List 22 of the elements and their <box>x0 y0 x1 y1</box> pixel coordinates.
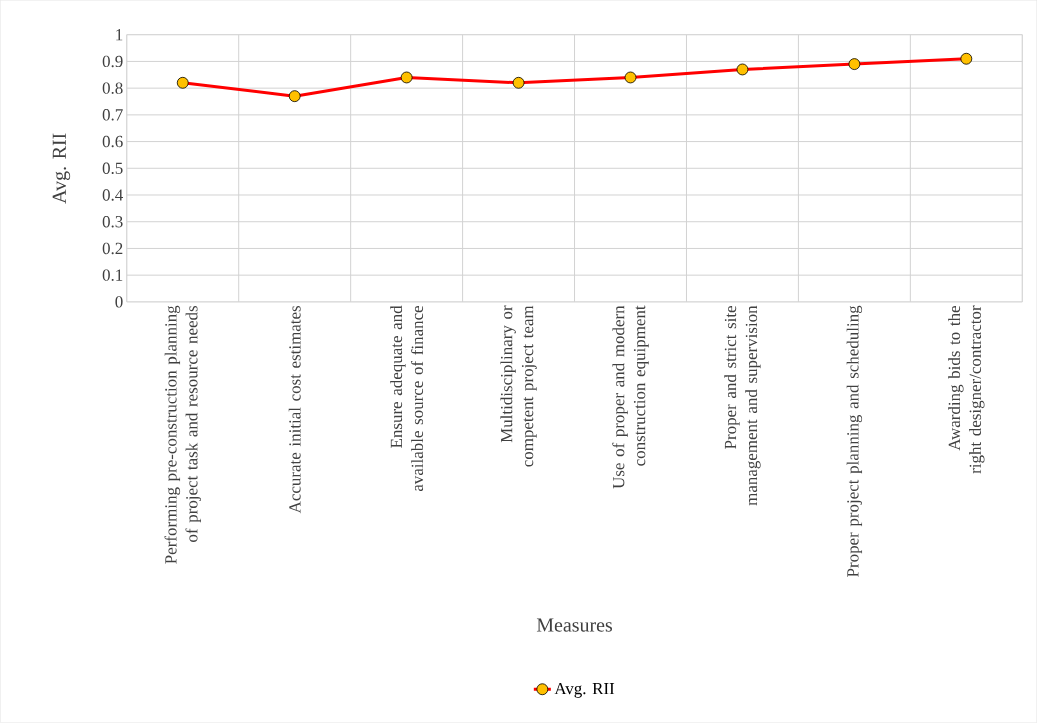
y-tick-label: 0.2 <box>102 242 123 255</box>
y-tick-label: 0.5 <box>102 162 123 175</box>
y-tick-label: 0.9 <box>102 55 123 68</box>
y-tick-label: 0.4 <box>102 189 123 201</box>
y-tick-label: 0.7 <box>102 109 123 121</box>
y-tick-label: 0.1 <box>102 269 123 281</box>
y-axis-title: Avg. RII <box>52 133 71 204</box>
y-tick-label: 0.8 <box>102 82 123 94</box>
x-tick-label: Performing pre-construction planning of project task and resource needs <box>164 305 201 564</box>
y-tick-label: 0 <box>115 296 123 308</box>
x-tick-label: Accurate initial cost estimates <box>288 306 301 514</box>
legend-label: Avg. RII <box>554 682 615 698</box>
y-tick-label: 1 <box>116 29 123 41</box>
x-tick-label: Multidisciplinary or competent project team <box>500 305 537 467</box>
x-tick-label: Awarding bids to the right designer/contractor <box>948 305 985 474</box>
x-tick-label: Ensure adequate and available source of finance <box>390 305 424 492</box>
y-tick-label: 0.6 <box>102 135 123 148</box>
x-tick-label: Proper and strict site management and supervision <box>724 305 761 506</box>
x-tick-label: Use of proper and modern construction equipment <box>612 305 649 489</box>
x-tick-label: Proper project planning and scheduling <box>846 305 863 578</box>
y-tick-label: 0.3 <box>102 216 123 228</box>
x-axis-title: Measures <box>536 618 613 632</box>
